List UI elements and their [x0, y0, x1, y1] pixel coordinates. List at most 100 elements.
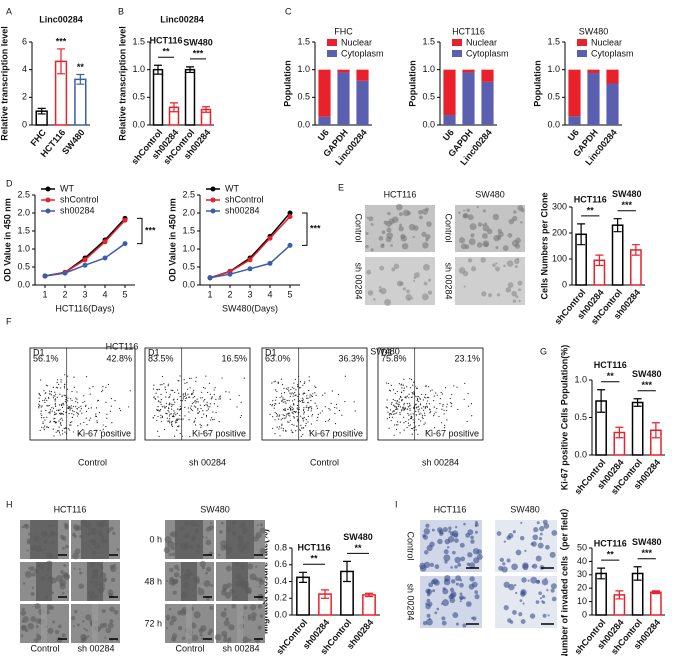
- flow-dot: [70, 405, 73, 407]
- flow-dot: [193, 395, 196, 398]
- flow-dot: [302, 433, 304, 436]
- flow-dot: [396, 408, 398, 410]
- flow-dot: [403, 402, 405, 405]
- flow-dot: [418, 400, 420, 403]
- flow-dot: [207, 408, 209, 410]
- flow-dot: [83, 395, 85, 397]
- flow-dot: [192, 397, 194, 399]
- flow-dot: [310, 410, 312, 412]
- flow-dot: [153, 384, 155, 386]
- flow-dot: [337, 393, 340, 396]
- flow-dot: [394, 413, 396, 415]
- flow-dot: [80, 408, 82, 410]
- flow-dot: [393, 424, 396, 426]
- flow-dot: [419, 404, 421, 406]
- flow-dot: [240, 401, 242, 403]
- flow-dot: [64, 383, 66, 385]
- flow-dot: [55, 386, 57, 389]
- flow-dot: [68, 406, 70, 408]
- quadrant-value: 23.1%: [454, 353, 480, 363]
- texture: [381, 243, 385, 247]
- flow-dot: [176, 421, 178, 423]
- flow-dot: [443, 427, 446, 429]
- flow-dot: [439, 402, 441, 405]
- flow-dot: [389, 389, 391, 391]
- texture: [462, 213, 468, 219]
- texture: [87, 635, 90, 638]
- flow-dot: [84, 400, 86, 403]
- flow-dot: [403, 429, 405, 431]
- flow-dot: [423, 423, 425, 425]
- texture: [476, 242, 483, 248]
- flow-dot: [334, 422, 337, 425]
- flow-dot: [288, 407, 291, 409]
- texture: [248, 638, 252, 642]
- legend-label: Cytoplasm: [466, 48, 509, 58]
- group-label: HCT116: [594, 538, 627, 548]
- flow-dot: [95, 407, 98, 409]
- bar: [611, 224, 624, 286]
- flow-dot: [59, 434, 61, 436]
- flow-dot: [97, 399, 100, 402]
- flow-dot: [464, 382, 466, 385]
- texture: [470, 233, 475, 238]
- point: [82, 262, 88, 268]
- flow-dot: [439, 397, 441, 400]
- flow-dot: [395, 424, 398, 426]
- flow-dot: [438, 415, 440, 418]
- flow-dot: [428, 408, 431, 410]
- flow-dot: [303, 407, 305, 409]
- texture: [259, 614, 264, 618]
- flow-dot: [107, 383, 110, 386]
- flow-dot: [303, 411, 305, 413]
- texture: [20, 610, 27, 616]
- flow-dot: [196, 398, 198, 400]
- flow-dot: [308, 430, 311, 432]
- flow-dot: [294, 378, 296, 381]
- flow-dot: [294, 391, 296, 394]
- flow-dot: [40, 417, 43, 419]
- flow-dot: [205, 375, 207, 377]
- x-tick-label: U6: [316, 127, 331, 142]
- y-tick-label: 0: [582, 609, 587, 619]
- flow-dot: [203, 431, 205, 433]
- flow-dot: [193, 421, 195, 423]
- bar: [152, 68, 164, 126]
- flow-dot: [102, 424, 104, 426]
- texture: [247, 617, 252, 621]
- bar: [74, 78, 87, 126]
- texture: [469, 562, 476, 569]
- flow-dot: [305, 419, 307, 421]
- flow-dot: [390, 420, 392, 422]
- flow-dot: [163, 405, 165, 407]
- texture: [460, 556, 466, 562]
- y-tick-label: 1.0: [574, 374, 587, 384]
- flow-dot: [106, 417, 108, 419]
- flow-dot: [278, 426, 281, 428]
- flow-dot: [311, 413, 314, 416]
- flow-dot: [290, 393, 292, 395]
- flow-dot: [213, 389, 215, 391]
- flow-dot: [185, 395, 187, 397]
- flow-dot: [206, 404, 209, 406]
- legend-marker: [210, 197, 216, 203]
- texture: [426, 544, 433, 552]
- flow-dot: [58, 430, 60, 432]
- flow-dot: [292, 395, 294, 397]
- y-tick-label: 1.0: [297, 64, 310, 74]
- flow-dot: [73, 386, 75, 388]
- group-label: SW480: [632, 537, 662, 547]
- texture: [82, 620, 85, 623]
- texture: [257, 604, 263, 609]
- texture: [72, 625, 75, 628]
- texture: [503, 540, 506, 543]
- flow-dot: [306, 397, 308, 399]
- texture: [214, 634, 222, 641]
- texture: [99, 623, 105, 629]
- flow-dot: [283, 414, 285, 417]
- marker-label: Ki-67 positive: [77, 428, 131, 438]
- texture: [199, 633, 203, 637]
- quadrant-value: 16.5%: [221, 353, 247, 363]
- flow-dot: [166, 417, 168, 419]
- bar-segment: [462, 72, 475, 125]
